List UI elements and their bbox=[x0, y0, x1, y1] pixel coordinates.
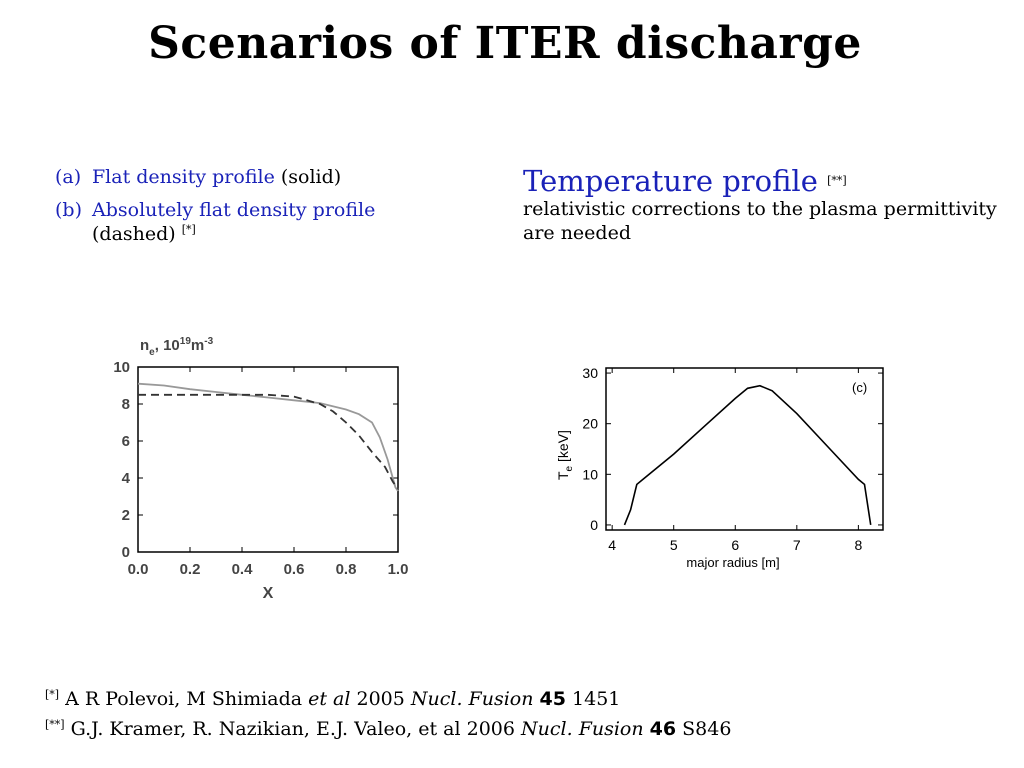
temperature-text: Temperature profile [**] relativistic co… bbox=[523, 164, 1003, 245]
x-tick-label: 0.0 bbox=[128, 561, 149, 578]
plot-frame bbox=[137, 366, 399, 553]
item-b-rest: (dashed) bbox=[92, 222, 182, 245]
x-tick-label: 6 bbox=[731, 537, 739, 553]
y-tick-label: 8 bbox=[122, 396, 130, 413]
temperature-body: relativistic corrections to the plasma p… bbox=[523, 197, 997, 244]
temperature-heading-ref: [**] bbox=[827, 174, 847, 187]
item-a-rest: (solid) bbox=[274, 166, 342, 188]
reference-1-page: 1451 bbox=[565, 688, 621, 710]
x-tick-label: 0.8 bbox=[336, 561, 357, 578]
panel-annotation: (c) bbox=[852, 380, 867, 395]
reference-2-authors: G.J. Kramer, R. Nazikian, E.J. Valeo, et… bbox=[64, 718, 522, 741]
reference-2-volume: 46 bbox=[649, 718, 677, 741]
x-tick-label: 1.0 bbox=[388, 561, 409, 578]
x-tick-label: 0.2 bbox=[180, 561, 201, 578]
reference-1-authors: A R Polevoi, M Shimiada bbox=[59, 688, 309, 710]
temperature-heading: Temperature profile [**] bbox=[523, 164, 1003, 198]
item-a-blue-text: Flat density profile bbox=[92, 166, 275, 188]
item-a-text: Flat density profile (solid) bbox=[92, 166, 341, 190]
x-tick-label: 7 bbox=[793, 537, 801, 553]
y-axis-label: Te [keV] bbox=[555, 430, 575, 480]
series-line-1 bbox=[623, 384, 872, 526]
y-tick-label: 0 bbox=[590, 517, 598, 533]
series-line-1 bbox=[137, 382, 399, 492]
y-tick-label: 2 bbox=[122, 507, 130, 524]
y-tick-label: 20 bbox=[582, 416, 598, 432]
y-tick-label: 6 bbox=[122, 433, 130, 450]
x-tick-label: 0.4 bbox=[232, 561, 254, 578]
x-tick-label: 4 bbox=[608, 537, 616, 553]
y-tick-label: 4 bbox=[122, 470, 131, 487]
reference-2: [**] G.J. Kramer, R. Nazikian, E.J. Vale… bbox=[45, 714, 1005, 744]
y-tick-label: 30 bbox=[582, 365, 598, 381]
reference-2-page: S846 bbox=[676, 718, 732, 741]
item-a-tag: (a) bbox=[55, 166, 82, 188]
x-tick-label: 5 bbox=[670, 537, 678, 553]
x-axis-label: X bbox=[263, 585, 274, 602]
reference-1: [*] A R Polevoi, M Shimiada et al 2005 N… bbox=[45, 684, 1005, 714]
x-tick-label: 0.6 bbox=[284, 561, 305, 578]
temperature-heading-text: Temperature profile bbox=[523, 164, 818, 198]
list-item-a: (a) Flat density profile (solid) bbox=[55, 166, 485, 190]
reference-1-marker: [*] bbox=[45, 688, 60, 701]
y-tick-label: 0 bbox=[122, 544, 130, 561]
item-b-tag: (b) bbox=[55, 198, 82, 221]
slide-title: Scenarios of ITER discharge bbox=[148, 18, 862, 69]
plot-frame bbox=[605, 367, 884, 531]
reference-2-marker: [**] bbox=[45, 718, 65, 732]
x-axis-label: major radius [m] bbox=[686, 555, 779, 570]
item-b-ref: [*] bbox=[181, 222, 196, 236]
reference-1-year: 2005 bbox=[350, 688, 411, 710]
item-b-blue-text: Absolutely flat density profile bbox=[92, 198, 376, 221]
density-chart: 0.0 0.2 0.4 0.6 0.8 1.0 0 2 4 6 8 10 ne, 1019m-3 X bbox=[113, 336, 409, 602]
reference-1-etal: et al bbox=[308, 688, 351, 710]
references: [*] A R Polevoi, M Shimiada et al 2005 N… bbox=[45, 684, 1005, 745]
series-line-2 bbox=[138, 393, 399, 490]
temperature-chart: 4 5 6 7 8 0 10 20 30 (c) Te [keV] major radius [m] bbox=[555, 365, 884, 570]
y-axis-label: ne, 1019m-3 bbox=[140, 336, 214, 358]
reference-2-journal: Nucl. Fusion bbox=[521, 718, 644, 741]
item-b-text: Absolutely flat density profile (dashed) … bbox=[92, 199, 375, 247]
reference-1-volume: 45 bbox=[539, 688, 566, 710]
density-profile-list: (a) Flat density profile (solid) (b) Abs… bbox=[55, 166, 485, 255]
list-item-b: (b) Absolutely flat density profile (dash… bbox=[55, 199, 485, 247]
reference-1-journal: Nucl. Fusion bbox=[410, 688, 534, 710]
y-tick-label: 10 bbox=[113, 359, 130, 376]
x-tick-label: 8 bbox=[854, 537, 862, 553]
y-tick-label: 10 bbox=[582, 466, 598, 482]
